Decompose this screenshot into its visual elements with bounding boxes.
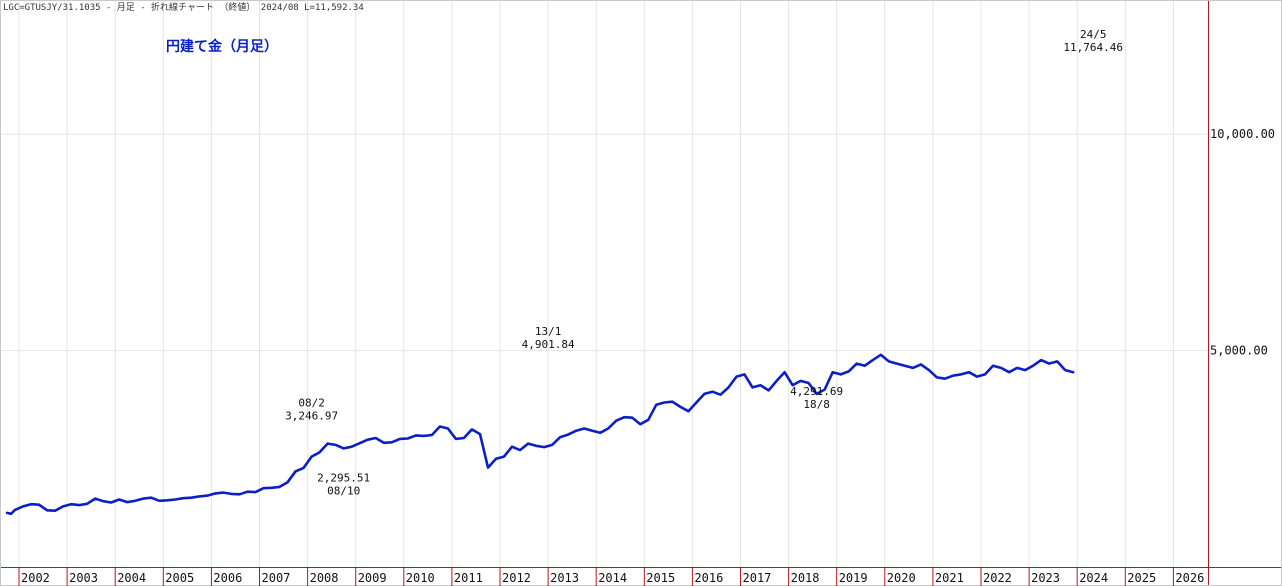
- y-tick-label: 10,000.00: [1210, 127, 1275, 141]
- x-tick-label: 2011: [454, 571, 483, 585]
- annotation-value: 4,901.84: [522, 338, 575, 351]
- x-tick-label: 2010: [406, 571, 435, 585]
- x-tick-label: 2008: [310, 571, 339, 585]
- x-tick-label: 2004: [117, 571, 146, 585]
- x-tick-label: 2006: [213, 571, 242, 585]
- annotation-value: 11,764.46: [1063, 41, 1123, 54]
- x-tick-label: 2003: [69, 571, 98, 585]
- x-tick-label: 2018: [791, 571, 820, 585]
- x-tick-label: 2007: [262, 571, 291, 585]
- x-tick-label: 2014: [598, 571, 627, 585]
- annotation-value: 3,246.97: [285, 409, 338, 422]
- x-tick-label: 2020: [887, 571, 916, 585]
- x-tick-label: 2019: [839, 571, 868, 585]
- x-tick-label: 2016: [694, 571, 723, 585]
- header-text: LGC=GTUSJY/31.1035 - 月足 - 折れ線チャート （終値） 2…: [3, 1, 364, 13]
- x-tick-label: 2026: [1175, 571, 1204, 585]
- annotation-label: 24/5: [1080, 28, 1107, 41]
- annotation-label: 2,295.51: [317, 472, 370, 485]
- x-tick-label: 2022: [983, 571, 1012, 585]
- x-tick-label: 2023: [1031, 571, 1060, 585]
- series-line: [5, 353, 1075, 516]
- x-tick-label: 2009: [358, 571, 387, 585]
- x-tick-label: 2015: [646, 571, 675, 585]
- x-tick-label: 2012: [502, 571, 531, 585]
- annotation-label: 4,291.69: [790, 385, 843, 398]
- x-tick-label: 2021: [935, 571, 964, 585]
- x-tick-label: 2005: [165, 571, 194, 585]
- chart-title: 円建て金（月足）: [166, 38, 278, 55]
- y-tick-label: 5,000.00: [1210, 344, 1268, 358]
- x-tick-label: 2013: [550, 571, 579, 585]
- annotation-value: 08/10: [327, 485, 360, 498]
- x-tick-label: 2025: [1127, 571, 1156, 585]
- x-tick-label: 2002: [21, 571, 50, 585]
- x-tick-label: 2024: [1079, 571, 1108, 585]
- annotation-label: 08/2: [298, 396, 325, 409]
- annotation-value: 18/8: [803, 398, 830, 411]
- series-layer: [5, 353, 1075, 516]
- annotation-label: 13/1: [535, 325, 562, 338]
- x-tick-label: 2017: [743, 571, 772, 585]
- grid-layer: [0, 0, 1208, 567]
